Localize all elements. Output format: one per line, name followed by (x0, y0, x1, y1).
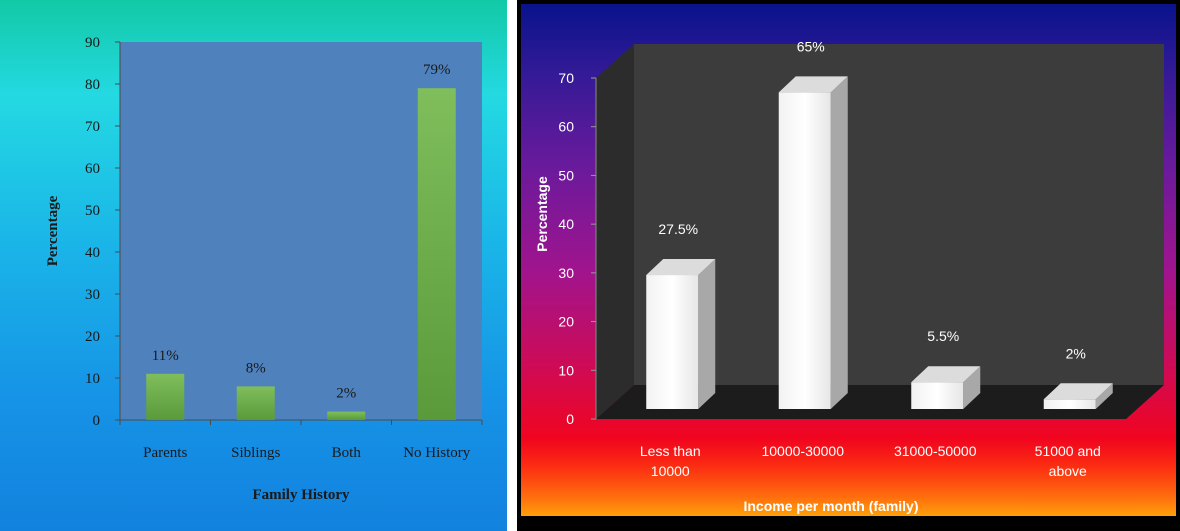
y-tick-label: 90 (85, 35, 100, 51)
bar-siblings (236, 386, 275, 420)
y-tick-label: 30 (558, 265, 574, 281)
back-wall (634, 44, 1164, 385)
family-history-chart-svg: 0 10 20 30 40 50 60 70 80 90 11% Parents 8% Siblings 2… (45, 35, 483, 503)
income-chart-svg: 0 10 20 30 40 50 60 70 27.5% Less than 10000 65% 100… (534, 38, 1164, 514)
y-tick-label: 40 (558, 216, 574, 232)
y-tick-label: 60 (558, 119, 574, 135)
y-tick-label: 0 (93, 413, 101, 429)
y-tick-label: 0 (566, 411, 574, 427)
x-tick-label: 51000 and (1035, 443, 1101, 459)
y-tick-label: 70 (558, 70, 574, 86)
bar-top-51000-and-above (1043, 383, 1113, 400)
y-tick-label: 70 (85, 119, 100, 135)
x-tick-label: 10000 (651, 463, 690, 479)
data-label: 2% (336, 386, 356, 402)
floor (596, 385, 1164, 419)
x-tick-label: Siblings (231, 445, 280, 461)
bar-both (327, 411, 366, 420)
y-tick-label: 60 (85, 161, 100, 177)
bar-10000-30000 (778, 92, 831, 409)
data-label: 5.5% (927, 328, 959, 344)
x-tick-label: No History (403, 445, 471, 461)
bar-side-51000-and-above (1095, 383, 1113, 409)
y-tick-label: 10 (85, 371, 100, 387)
bar-side-less-than-10000 (698, 259, 716, 409)
bar-51000-and-above (1043, 399, 1096, 409)
y-tick-label: 50 (85, 203, 100, 219)
x-tick-label: Both (332, 445, 362, 461)
y-tick-label: 20 (85, 329, 100, 345)
y-tick-label: 40 (85, 245, 100, 261)
data-label: 79% (423, 62, 451, 78)
y-tick-label: 30 (85, 287, 100, 303)
data-label: 65% (797, 38, 825, 54)
data-label: 2% (1066, 345, 1086, 361)
y-tick-label: 20 (558, 314, 574, 330)
x-tick-label: Parents (143, 445, 187, 461)
bar-parents (146, 373, 185, 420)
side-wall (596, 44, 634, 419)
family-history-chart: 0 10 20 30 40 50 60 70 80 90 11% Parents 8% Siblings 2… (0, 0, 507, 531)
bar-side-31000-50000 (963, 366, 981, 409)
y-axis-title: Percentage (534, 176, 550, 252)
bar-no-history (417, 88, 456, 420)
data-label: 27.5% (658, 221, 698, 237)
y-tick-label: 80 (85, 77, 100, 93)
x-axis-title: Family History (252, 487, 350, 503)
income-chart: 0 10 20 30 40 50 60 70 27.5% Less than 10000 65% 100… (517, 0, 1180, 531)
bar-less-than-10000 (646, 275, 699, 409)
bar-side-10000-30000 (830, 76, 848, 409)
x-tick-label: above (1049, 463, 1087, 479)
data-label: 11% (152, 348, 179, 364)
y-tick-label: 50 (558, 167, 574, 183)
x-tick-label: 31000-50000 (894, 443, 977, 459)
bar-top-10000-30000 (778, 76, 848, 93)
x-tick-label: 10000-30000 (761, 443, 844, 459)
bar-31000-50000 (911, 382, 964, 409)
x-axis-title: Income per month (family) (743, 498, 918, 514)
y-tick-label: 10 (558, 362, 574, 378)
data-label: 8% (246, 360, 266, 376)
y-axis-title: Percentage (45, 195, 61, 266)
bar-top-31000-50000 (911, 366, 981, 383)
x-tick-label: Less than (640, 443, 701, 459)
bar-top-less-than-10000 (646, 259, 716, 276)
